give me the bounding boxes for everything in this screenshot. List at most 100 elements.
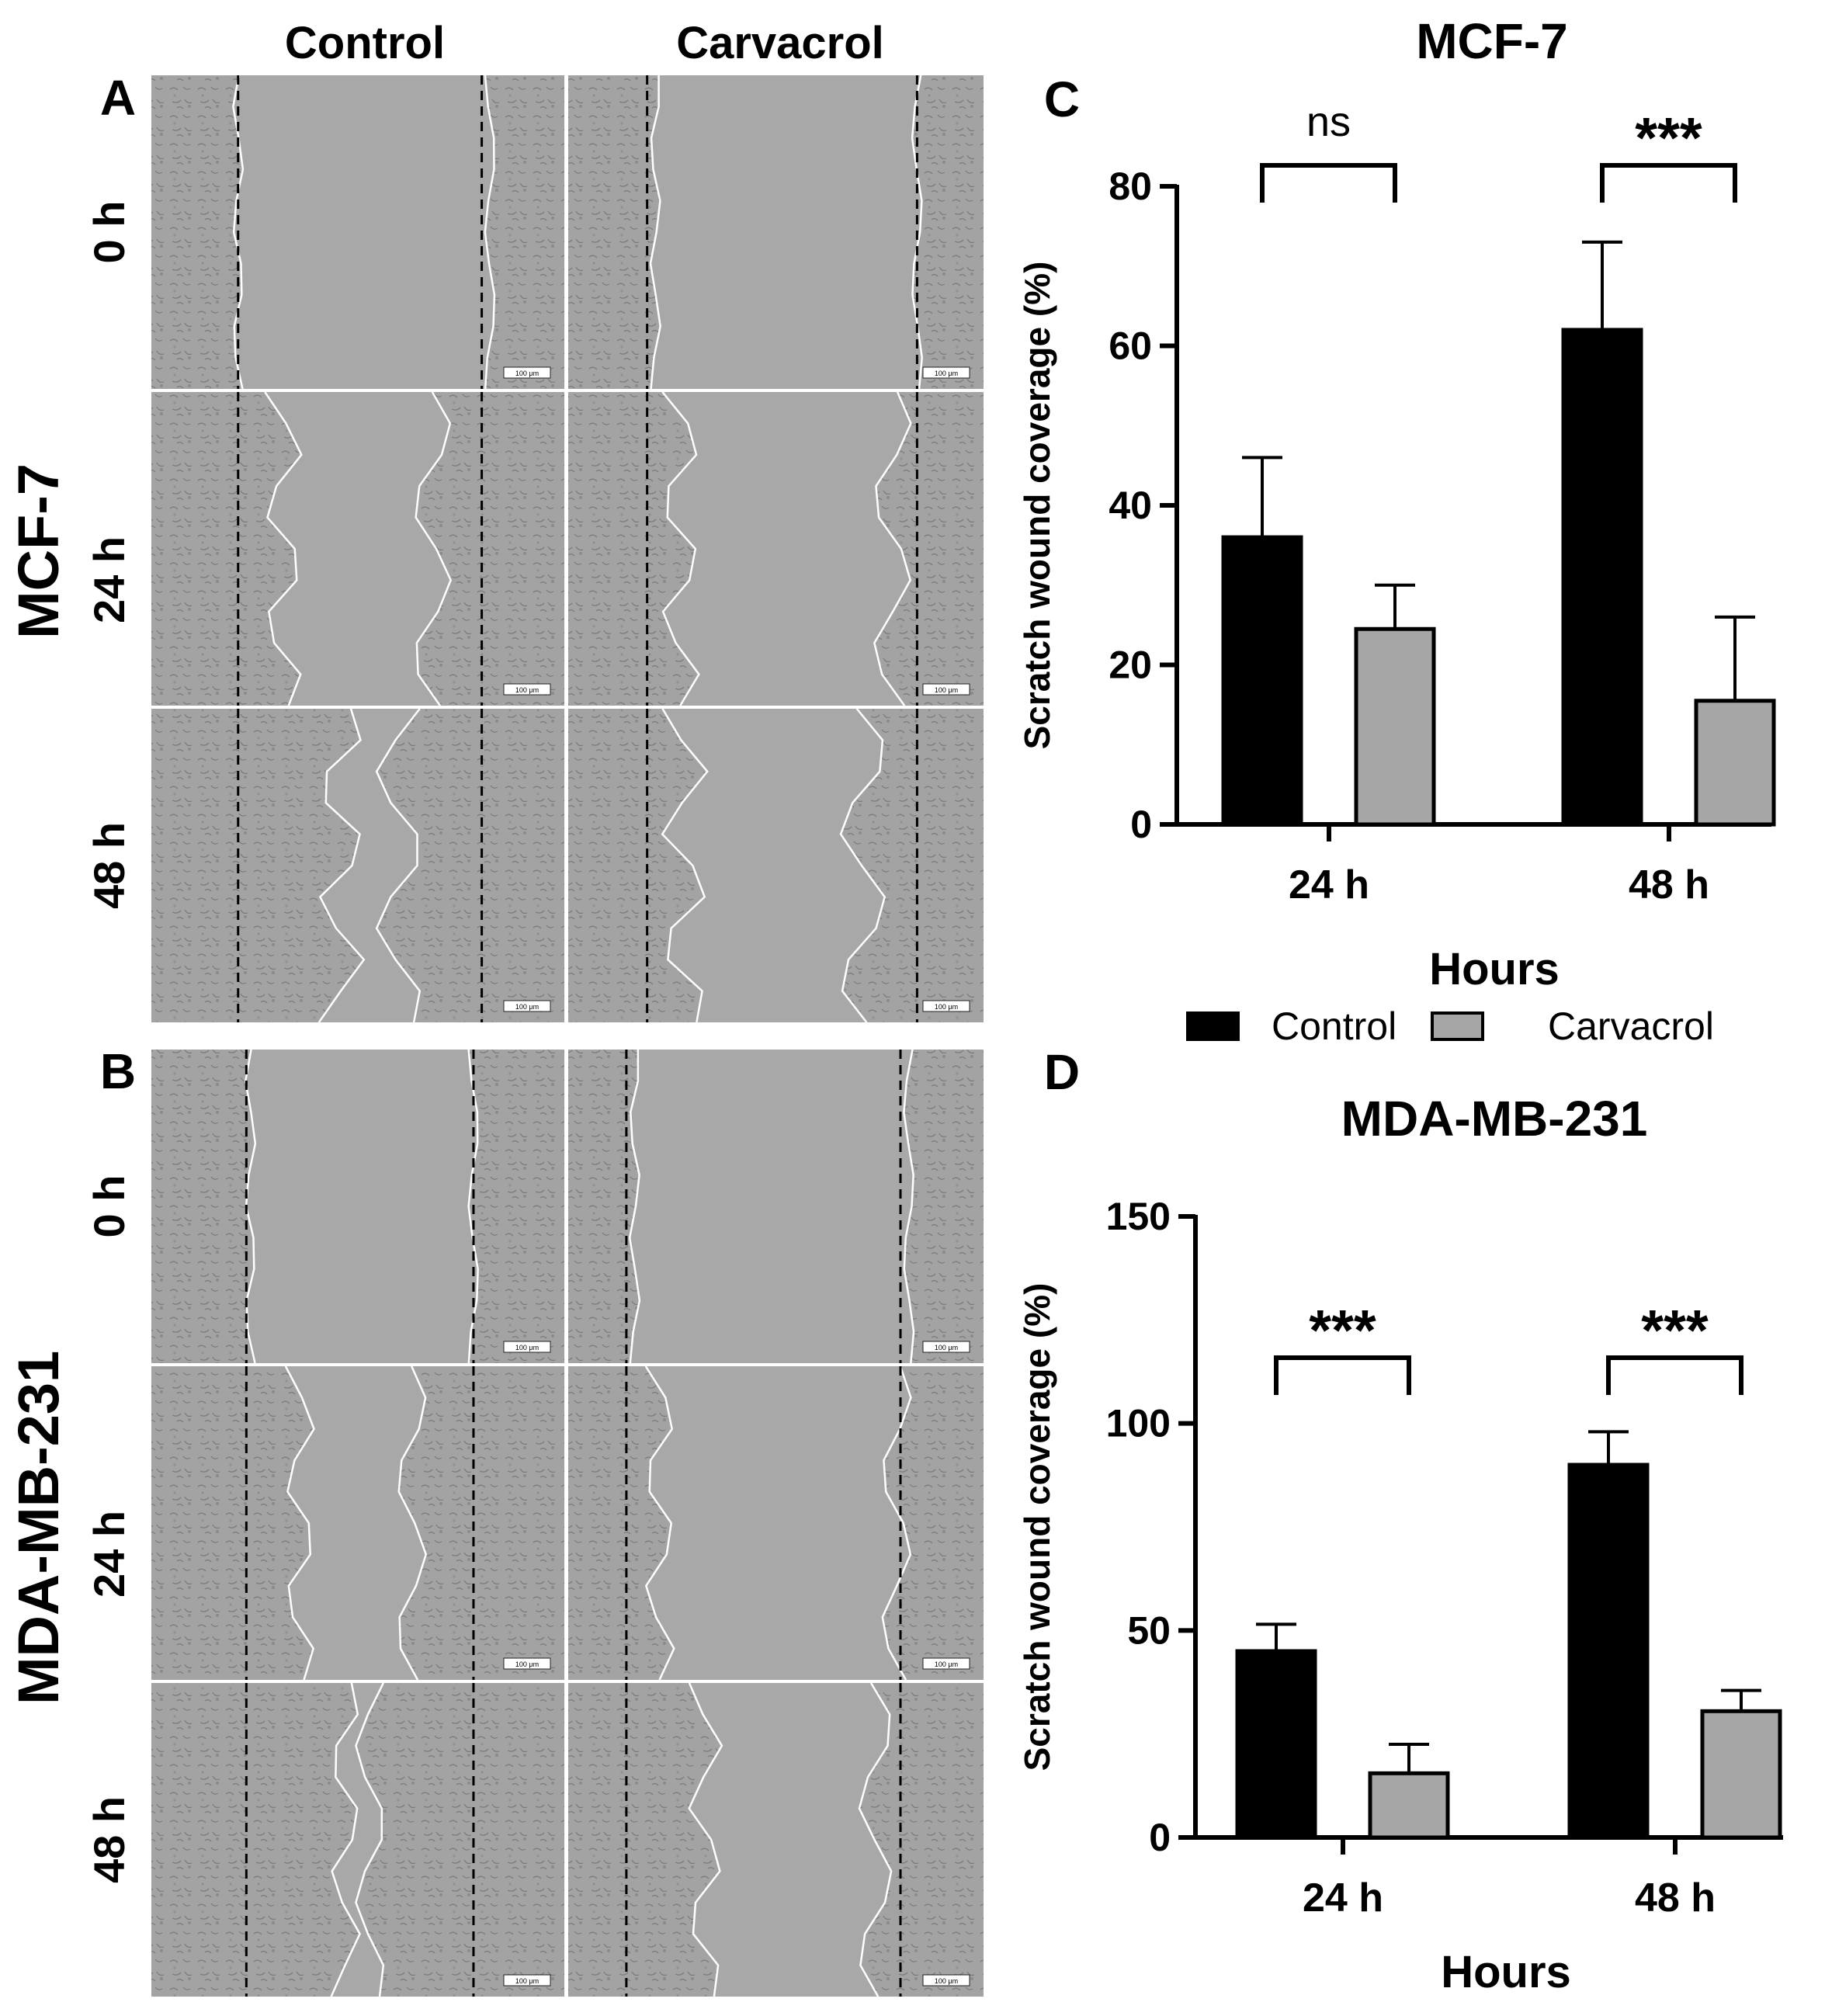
scale-bar: 100 μm [922, 366, 970, 379]
scale-bar-label: 100 μm [935, 1003, 958, 1011]
mcf7-micrograph-r1-c1: 100 μm [568, 391, 984, 706]
time-label-mcf7-1: 24 h [85, 536, 134, 623]
wound-gap-area [318, 709, 420, 1022]
wound-gap-area [645, 1366, 911, 1680]
y-axis-label: Scratch wound coverage (%) [1017, 262, 1057, 750]
wound-gap-area [233, 75, 494, 389]
time-label-mda-2: 48 h [85, 1796, 134, 1883]
wound-gap-area [331, 1683, 383, 1997]
significance-label: *** [1309, 1298, 1376, 1362]
bar-carvacrol-24h [1354, 626, 1436, 827]
wound-gap-area [630, 1050, 914, 1363]
mda-micrograph-r0-c1: 100 μm [568, 1049, 984, 1364]
micrograph-grid-mcf7: 100 μm 100 μm 100 μm 100 μm 100 μm 100 μm [151, 75, 984, 1023]
wound-gap-area [662, 709, 885, 1022]
wound-edge-right [858, 1682, 893, 1997]
wound-edge-right [355, 1682, 385, 1997]
wound-edge-left [661, 391, 700, 706]
wound-gap-area [285, 1366, 426, 1680]
wound-edge-right [873, 391, 912, 706]
mda-micrograph-r2-c0: 100 μm [151, 1682, 564, 1997]
scale-bar-label: 100 μm [515, 686, 539, 694]
scale-bar: 100 μm [922, 683, 970, 696]
panel-letter-a: A [100, 70, 136, 126]
scale-bar: 100 μm [503, 1000, 551, 1012]
wound-edge-left [330, 1682, 361, 1997]
panel-letter-d: D [1044, 1044, 1080, 1100]
significance-bracket [1260, 163, 1397, 203]
scale-bar-label: 100 μm [935, 686, 958, 694]
y-tick-label: 80 [1109, 165, 1152, 208]
significance-label: *** [1635, 106, 1702, 170]
scale-bar-label: 100 μm [515, 1344, 539, 1352]
mda-micrograph-r1-c0: 100 μm [151, 1365, 564, 1681]
wound-gap-area [245, 1050, 478, 1363]
x-tick-label: 48 h [1635, 1875, 1716, 1921]
wound-edge-right [881, 1365, 912, 1681]
x-tick-label: 48 h [1629, 862, 1709, 907]
chart-mda: MDA-MB-231 Scratch wound coverage (%) Hour… [1017, 1091, 1783, 1997]
y-tick-label: 100 [1106, 1402, 1171, 1445]
wound-edge-right [397, 1365, 428, 1681]
scale-bar: 100 μm [922, 1974, 970, 1987]
bar-control-24h [1235, 1649, 1317, 1840]
scale-bar-label: 100 μm [935, 370, 958, 377]
time-label-mda-1: 24 h [85, 1511, 134, 1598]
chart-mcf7: MCF-7 Scratch wound coverage (%) Hours 0 20 4… [1017, 13, 1776, 994]
scale-bar: 100 μm [922, 1000, 970, 1012]
x-tick-label: 24 h [1289, 862, 1369, 907]
mcf7-micrograph-r2-c0: 100 μm [151, 708, 564, 1023]
wound-gap-area [662, 392, 911, 706]
wound-gap-area [689, 1683, 892, 1997]
wound-edge-right [375, 708, 422, 1023]
wound-edge-left [284, 1365, 315, 1681]
scale-bar-label: 100 μm [515, 1660, 539, 1668]
significance-label: *** [1641, 1298, 1709, 1362]
chart-title: MDA-MB-231 [1341, 1091, 1648, 1147]
wound-edge-right [467, 1049, 479, 1364]
y-tick-label: 50 [1127, 1608, 1171, 1652]
time-label-mcf7-2: 48 h [85, 822, 134, 909]
wound-edge-left [688, 1682, 723, 1997]
y-tick-label: 60 [1109, 324, 1152, 368]
legend-label-carvacrol: Carvacrol [1548, 1005, 1714, 1048]
wound-edge-right [839, 708, 886, 1023]
wound-edge-right [484, 75, 496, 390]
scale-bar: 100 μm [503, 1341, 551, 1353]
mda-micrograph-r2-c1: 100 μm [568, 1682, 984, 1997]
scale-bar-label: 100 μm [515, 370, 539, 377]
x-axis-label: Hours [1441, 1947, 1571, 1997]
wound-edge-left [661, 708, 709, 1023]
wound-gap-area [265, 392, 451, 706]
wound-edge-right [415, 391, 453, 706]
y-tick-label: 40 [1109, 484, 1152, 527]
mda-micrograph-r1-c1: 100 μm [568, 1365, 984, 1681]
scale-bar: 100 μm [922, 1341, 970, 1353]
column-header-control: Control [285, 18, 445, 68]
wound-edge-left [644, 1365, 675, 1681]
wound-edge-left [232, 75, 245, 390]
legend-swatch-control [1186, 1011, 1240, 1041]
y-tick-label: 150 [1106, 1195, 1171, 1238]
x-tick-label: 24 h [1303, 1875, 1383, 1921]
column-header-carvacrol: Carvacrol [676, 18, 884, 68]
scale-bar: 100 μm [503, 366, 551, 379]
scale-bar-label: 100 μm [935, 1344, 958, 1352]
wound-edge-left [317, 708, 366, 1023]
wound-edge-right [911, 75, 924, 390]
significance-bracket [1606, 1355, 1743, 1395]
row-group-label-mda: MDA-MB-231 [6, 1351, 71, 1705]
bar-carvacrol-24h [1368, 1771, 1450, 1840]
scale-bar-label: 100 μm [515, 1003, 539, 1011]
row-group-label-mcf7: MCF-7 [6, 463, 71, 639]
legend-label-control: Control [1272, 1005, 1397, 1048]
chart-title: MCF-7 [1416, 13, 1568, 69]
bar-control-48h [1561, 328, 1643, 827]
panel-letter-b: B [100, 1043, 136, 1099]
significance-label: ns [1306, 99, 1351, 145]
bar-carvacrol-48h [1700, 1709, 1782, 1840]
scale-bar-label: 100 μm [935, 1660, 958, 1668]
scale-bar: 100 μm [922, 1657, 970, 1670]
wound-edge-left [628, 1049, 641, 1364]
time-label-mda-0: 0 h [85, 1175, 134, 1238]
